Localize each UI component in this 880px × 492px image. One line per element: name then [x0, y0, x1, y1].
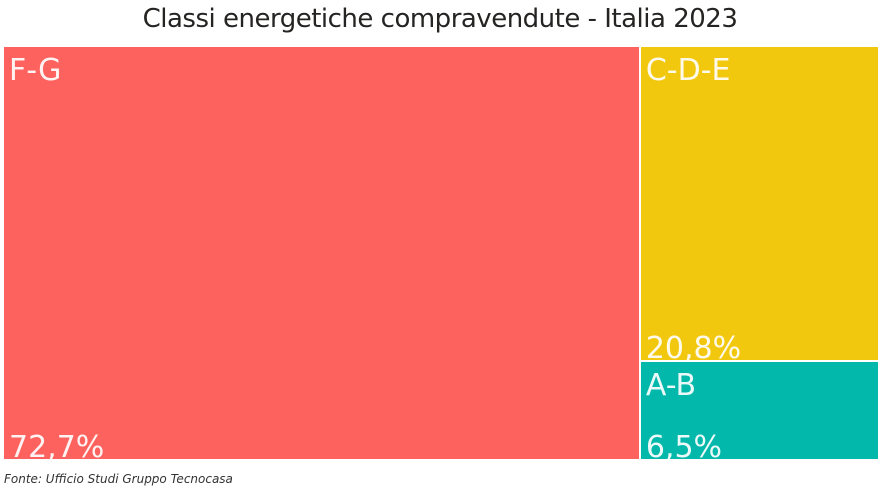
- tile-c-d-e: C-D-E 20,8%: [639, 46, 879, 366]
- tile-value: 20,8%: [645, 331, 742, 367]
- tile-label: F-G: [9, 53, 62, 88]
- tile-value: 72,7%: [9, 430, 105, 465]
- treemap: F-G 72,7% C-D-E 20,8% A-B 6,5%: [3, 46, 879, 465]
- tile-value: 6,5%: [645, 429, 723, 465]
- tile-f-g: F-G 72,7%: [3, 46, 640, 465]
- source-note: Fonte: Ufficio Studi Gruppo Tecnocasa: [4, 472, 233, 486]
- tile-a-b: A-B 6,5%: [639, 361, 879, 465]
- tile-label: C-D-E: [645, 53, 731, 88]
- chart-title: Classi energetiche compravendute - Itali…: [142, 4, 738, 34]
- tile-label: A-B: [645, 368, 697, 404]
